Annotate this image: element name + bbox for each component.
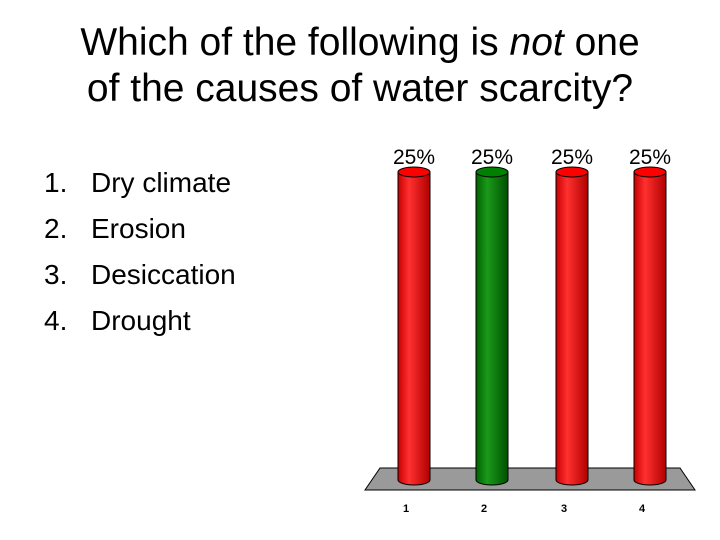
bar-body — [397, 171, 431, 486]
chart-floor — [364, 467, 696, 491]
bar-body — [555, 171, 589, 486]
title-emphasis: not — [509, 21, 564, 64]
answer-text: Erosion — [91, 213, 186, 244]
slide-title: Which of the following is not one of the… — [0, 20, 720, 112]
title-line-1-end: one — [563, 21, 640, 64]
bar-top — [397, 166, 431, 178]
answer-option-2: 2. Erosion — [44, 206, 236, 252]
chart-category-labels: 1 2 3 4 — [403, 503, 646, 515]
answer-option-3: 3. Desiccation — [44, 252, 236, 298]
answer-text: Desiccation — [91, 259, 236, 290]
answer-number: 1. — [44, 167, 68, 198]
bar-body — [475, 171, 509, 486]
bar-2 — [475, 166, 509, 486]
answer-text: Drought — [91, 305, 191, 336]
title-line-2: of the causes of water scarcity? — [86, 67, 634, 110]
answer-number: 3. — [44, 259, 68, 290]
title-line-1-start: Which of the following is — [80, 21, 510, 64]
bar-top — [555, 166, 589, 178]
answer-number: 2. — [44, 213, 68, 244]
category-label: 3 — [561, 503, 567, 515]
bar-1 — [397, 166, 431, 486]
chart-data-labels: 25% 25% 25% 25% — [393, 146, 671, 169]
data-label: 25% — [471, 146, 513, 169]
data-label: 25% — [393, 146, 435, 169]
category-label: 1 — [403, 503, 409, 515]
category-label: 2 — [481, 503, 487, 515]
bar-3 — [555, 166, 589, 486]
bar-body — [633, 171, 667, 486]
chart-bars — [397, 166, 667, 486]
bar-top — [633, 166, 667, 178]
answer-option-4: 4. Drought — [44, 298, 236, 344]
answer-list: 1. Dry climate 2. Erosion 3. Desiccation 4.… — [44, 160, 236, 344]
bar-4 — [633, 166, 667, 486]
answer-number: 4. — [44, 305, 68, 336]
answer-text: Dry climate — [91, 167, 232, 198]
title-line-1: Which of the following is not one — [0, 20, 720, 66]
category-label: 4 — [639, 503, 646, 515]
data-label: 25% — [551, 146, 593, 169]
data-label: 25% — [629, 146, 671, 169]
bar-top — [475, 166, 509, 178]
answer-option-1: 1. Dry climate — [44, 160, 236, 206]
